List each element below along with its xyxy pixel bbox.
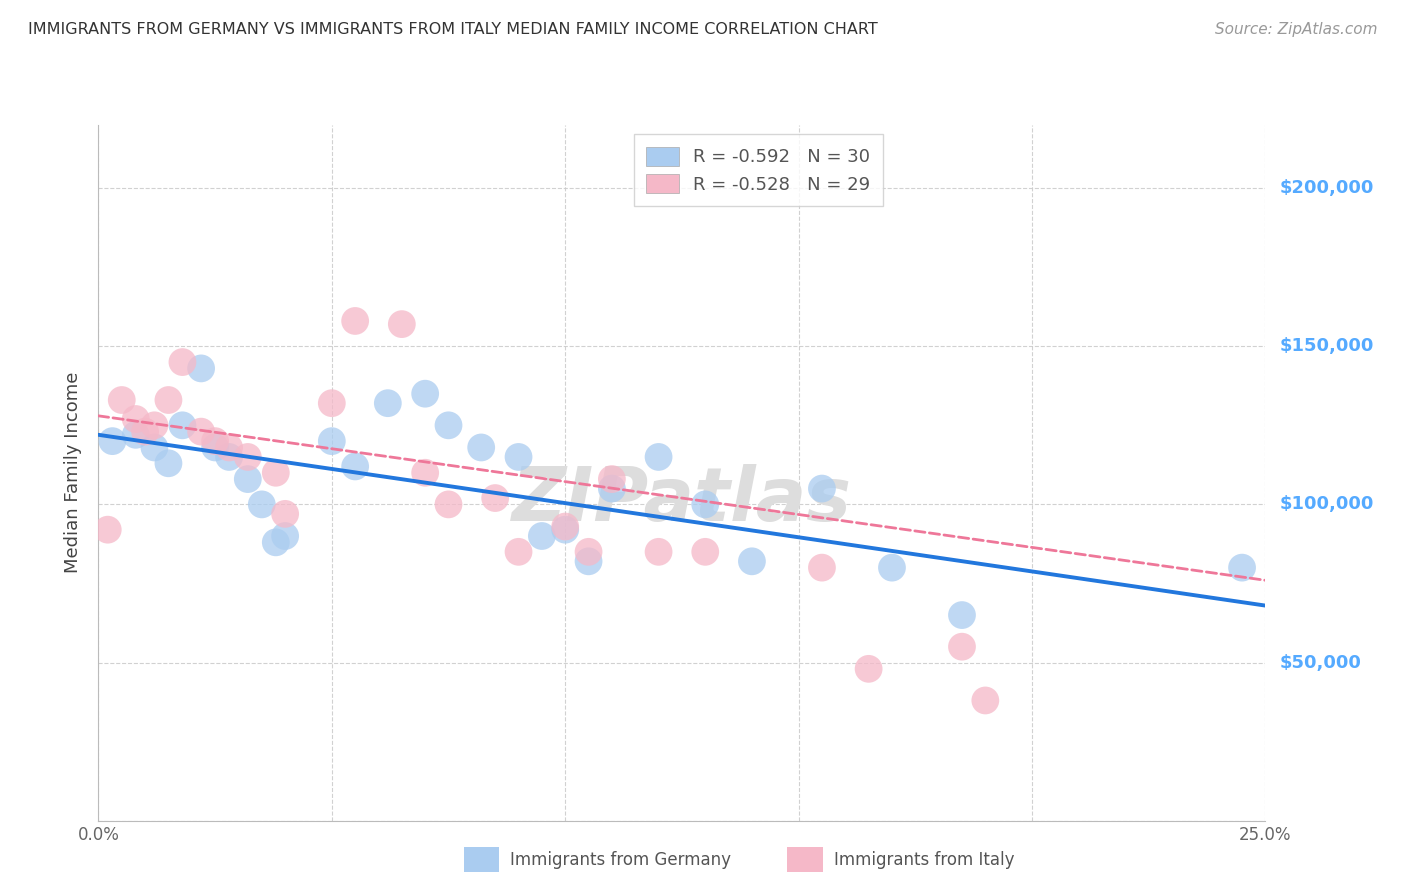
Point — [600, 472, 623, 486]
Point — [647, 450, 669, 464]
Point — [811, 560, 834, 574]
Point — [172, 418, 194, 433]
Point — [647, 545, 669, 559]
Point — [391, 317, 413, 331]
Point — [125, 427, 148, 442]
Point — [974, 693, 997, 707]
Point — [950, 608, 973, 623]
Point — [578, 545, 600, 559]
Point — [554, 519, 576, 533]
Point — [695, 545, 717, 559]
Point — [554, 523, 576, 537]
Point — [264, 535, 287, 549]
Point — [413, 466, 436, 480]
Point — [437, 497, 460, 511]
Point — [578, 554, 600, 568]
Text: ZIPatlas: ZIPatlas — [512, 464, 852, 537]
Legend: R = -0.592   N = 30, R = -0.528   N = 29: R = -0.592 N = 30, R = -0.528 N = 29 — [634, 134, 883, 206]
Point — [125, 412, 148, 426]
Point — [530, 529, 553, 543]
Text: Immigrants from Germany: Immigrants from Germany — [510, 851, 731, 869]
Text: $150,000: $150,000 — [1279, 337, 1374, 355]
Point — [274, 529, 297, 543]
Point — [134, 425, 156, 439]
Text: $100,000: $100,000 — [1279, 495, 1374, 514]
Point — [377, 396, 399, 410]
Text: $50,000: $50,000 — [1279, 654, 1361, 672]
Point — [190, 361, 212, 376]
Point — [470, 441, 492, 455]
Point — [204, 434, 226, 449]
Point — [344, 314, 367, 328]
Point — [811, 482, 834, 496]
Point — [508, 450, 530, 464]
Y-axis label: Median Family Income: Median Family Income — [65, 372, 83, 574]
Point — [264, 466, 287, 480]
Point — [484, 491, 506, 505]
Point — [413, 386, 436, 401]
Point — [143, 441, 166, 455]
Point — [344, 459, 367, 474]
Point — [236, 472, 259, 486]
Point — [508, 545, 530, 559]
Point — [600, 482, 623, 496]
Text: $200,000: $200,000 — [1279, 179, 1374, 197]
Point — [101, 434, 124, 449]
Point — [97, 523, 120, 537]
Point — [1230, 560, 1253, 574]
Point — [204, 441, 226, 455]
Point — [172, 355, 194, 369]
Point — [218, 450, 240, 464]
Point — [111, 392, 134, 407]
Point — [157, 456, 180, 470]
Point — [274, 507, 297, 521]
Point — [157, 392, 180, 407]
Point — [741, 554, 763, 568]
Point — [880, 560, 903, 574]
Text: Source: ZipAtlas.com: Source: ZipAtlas.com — [1215, 22, 1378, 37]
Text: Immigrants from Italy: Immigrants from Italy — [834, 851, 1014, 869]
Point — [236, 450, 259, 464]
Point — [190, 425, 212, 439]
Point — [321, 396, 343, 410]
Point — [250, 497, 273, 511]
Text: IMMIGRANTS FROM GERMANY VS IMMIGRANTS FROM ITALY MEDIAN FAMILY INCOME CORRELATIO: IMMIGRANTS FROM GERMANY VS IMMIGRANTS FR… — [28, 22, 877, 37]
Point — [143, 418, 166, 433]
Point — [437, 418, 460, 433]
Point — [321, 434, 343, 449]
Point — [858, 662, 880, 676]
Point — [950, 640, 973, 654]
Point — [218, 441, 240, 455]
Point — [695, 497, 717, 511]
